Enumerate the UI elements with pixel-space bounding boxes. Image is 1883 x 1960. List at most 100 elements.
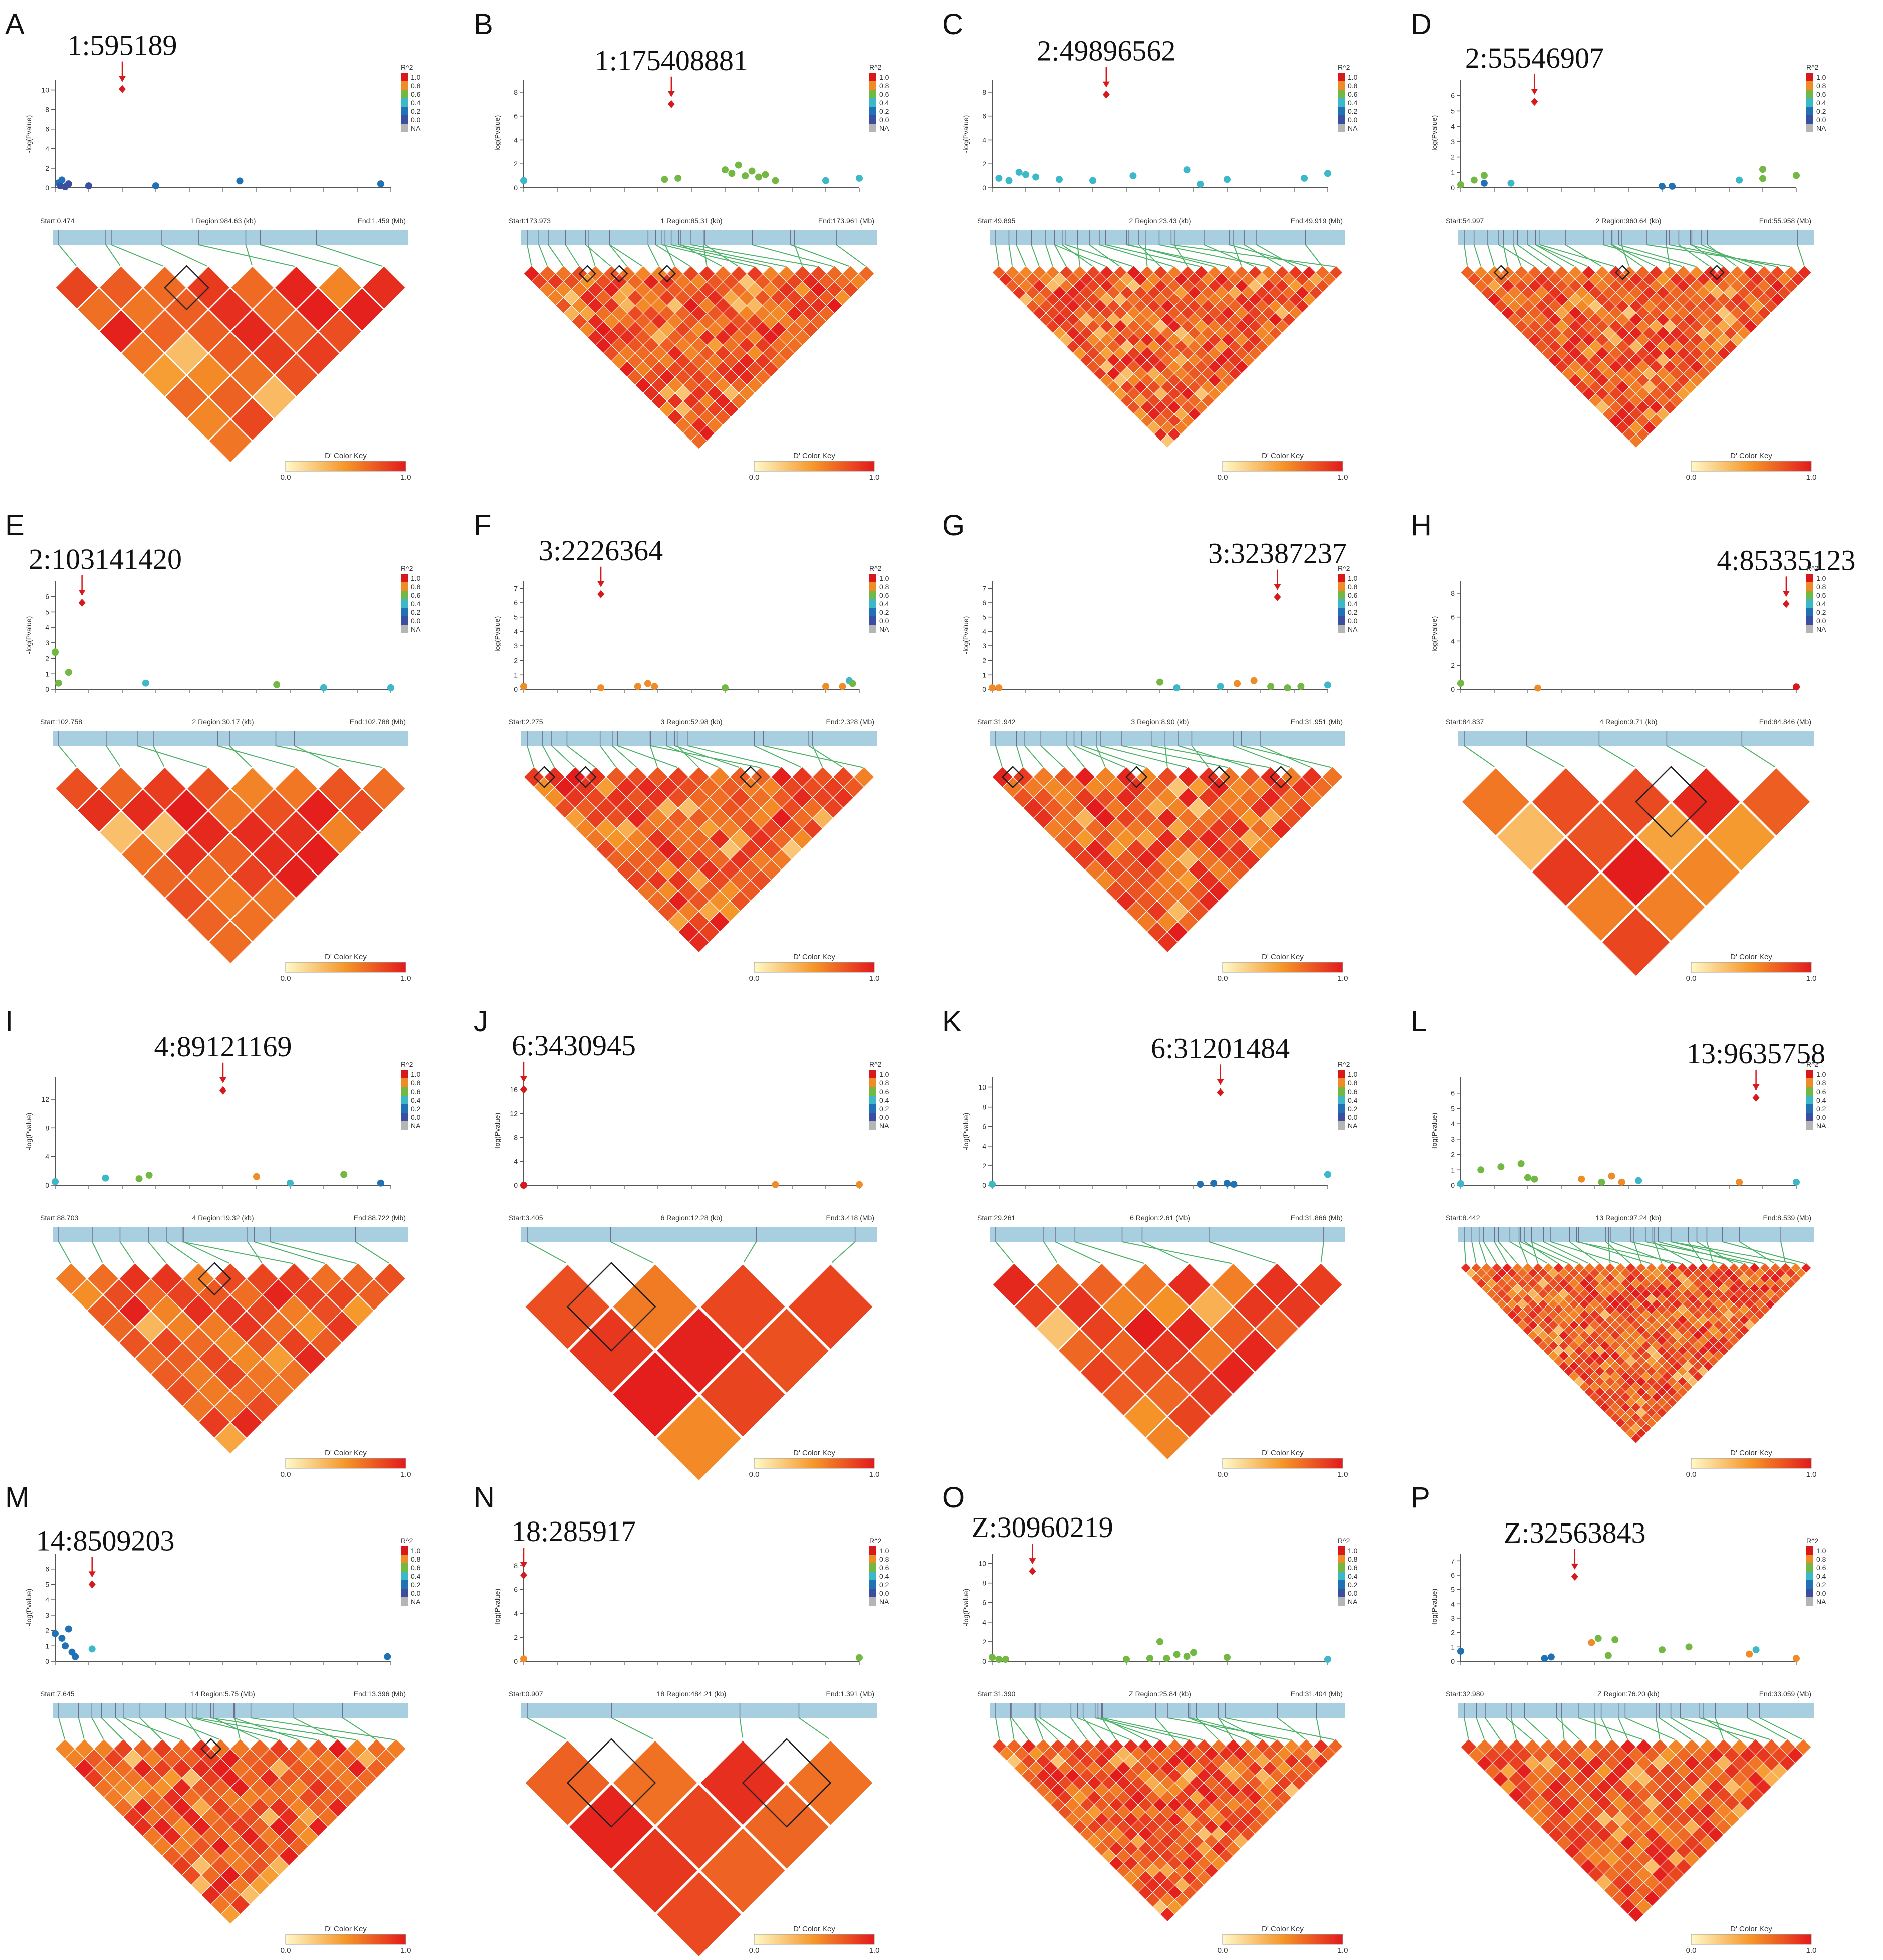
y-tick-label: 4 — [982, 1142, 986, 1150]
snp-connector — [1539, 244, 1616, 267]
snp-connector — [1680, 1717, 1756, 1740]
y-tick-label: 1 — [514, 671, 518, 679]
data-point — [762, 171, 769, 178]
legend-swatch — [869, 1563, 876, 1572]
panel-label: C — [942, 8, 963, 41]
snp-connector — [836, 244, 867, 267]
data-point — [1457, 1647, 1464, 1655]
legend-swatch — [1338, 616, 1345, 625]
y-tick-label: 16 — [510, 1085, 518, 1094]
lead-snp-label: 2:55546907 — [1465, 42, 1604, 74]
legend-label: 1.0 — [879, 1070, 889, 1078]
data-point — [72, 1653, 79, 1660]
lead-snp-arrowhead — [1752, 1084, 1760, 1091]
legend-swatch — [1338, 1563, 1345, 1572]
snp-connector — [1121, 745, 1230, 768]
region-size: 4 Region:19.32 (kb) — [192, 1214, 254, 1222]
snp-connector — [1561, 1717, 1565, 1740]
snp-connector — [676, 745, 699, 768]
snp-connector — [794, 244, 803, 267]
snp-connector — [1630, 1241, 1724, 1264]
colorkey-title: D' Color Key — [1730, 1925, 1772, 1933]
colorkey-max: 1.0 — [401, 974, 411, 983]
lead-snp-label: 6:3430945 — [512, 1029, 636, 1062]
snp-connector — [763, 745, 864, 768]
snp-connector — [1070, 1717, 1088, 1740]
snp-connector — [161, 244, 209, 267]
region-end: End:31.951 (Mb) — [1291, 718, 1343, 726]
y-tick-label: 0 — [982, 184, 986, 192]
legend-label: 0.2 — [1348, 1581, 1358, 1589]
colorkey-title: D' Color Key — [325, 1925, 367, 1933]
snp-connector — [1101, 1717, 1117, 1740]
y-tick-label: 2 — [45, 655, 49, 663]
y-tick-label: 0 — [514, 1181, 518, 1189]
legend-title: R^2 — [869, 63, 882, 71]
legend-label: 0.6 — [411, 1564, 421, 1572]
lead-snp-marker — [219, 1086, 226, 1095]
snp-connector — [1656, 1717, 1661, 1740]
snp-connector — [1016, 244, 1027, 267]
snp-connector — [666, 745, 720, 768]
snp-connector — [276, 745, 384, 768]
legend-swatch — [869, 73, 876, 81]
snp-connector — [1055, 1241, 1102, 1264]
data-point — [1146, 1655, 1153, 1662]
legend-swatch — [401, 625, 408, 633]
lead-snp-arrowhead — [88, 1571, 96, 1578]
legend-swatch — [1338, 1572, 1345, 1580]
colorkey-max: 1.0 — [869, 1946, 880, 1955]
legend-label: 0.4 — [1348, 1572, 1358, 1580]
legend-label: NA — [1348, 124, 1358, 132]
snp-connector — [611, 1717, 655, 1740]
legend-label: 0.0 — [1348, 1113, 1358, 1121]
colorkey-max: 1.0 — [869, 974, 880, 983]
legend-swatch — [1806, 625, 1813, 633]
snp-connector — [1011, 1717, 1029, 1740]
lead-snp-marker — [1102, 90, 1110, 99]
region-size: 6 Region:2.61 (Mb) — [1130, 1214, 1190, 1222]
region-end: End:31.866 (Mb) — [1291, 1214, 1343, 1222]
panel-label: H — [1410, 509, 1432, 542]
snp-connector — [1233, 745, 1292, 768]
y-tick-label: 10 — [978, 1083, 986, 1092]
snp-connector — [1144, 244, 1148, 267]
panel-h: H02468-log(Pvalue)4:85335123R^21.00.80.6… — [1410, 509, 1855, 983]
lead-snp-label: 3:2226364 — [539, 534, 663, 567]
snp-connector — [1126, 244, 1229, 267]
legend-label: 0.4 — [411, 600, 421, 608]
snp-connector — [1498, 244, 1535, 267]
lead-snp-arrowhead — [1102, 81, 1110, 88]
ld-block-outline — [1125, 766, 1148, 788]
colorkey-min: 0.0 — [1218, 974, 1228, 983]
data-point — [722, 166, 729, 174]
legend-title: R^2 — [1338, 63, 1350, 71]
colorkey-max: 1.0 — [401, 473, 411, 482]
snp-connector — [1043, 1241, 1059, 1264]
legend-swatch — [401, 124, 408, 132]
y-tick-label: 1 — [45, 670, 49, 678]
y-tick-label: 6 — [45, 125, 49, 133]
y-tick-label: 6 — [1451, 1571, 1455, 1579]
data-point — [1618, 1178, 1625, 1186]
snp-connector — [1218, 1717, 1263, 1740]
colorkey-bar — [285, 461, 406, 472]
legend-swatch — [869, 1572, 876, 1580]
y-tick-label: 0 — [982, 1181, 986, 1189]
data-point — [1793, 1655, 1800, 1662]
legend-swatch — [869, 1597, 876, 1606]
legend-label: 0.8 — [1348, 82, 1358, 90]
chromosome-bar — [521, 1227, 877, 1242]
colorkey-bar — [285, 962, 406, 973]
colorkey-bar — [1222, 1934, 1343, 1945]
y-tick-label: 6 — [1451, 92, 1455, 100]
legend-label: 0.0 — [1816, 116, 1826, 124]
data-point — [384, 1653, 391, 1660]
legend-label: 0.2 — [1816, 1105, 1826, 1113]
snp-connector — [1040, 745, 1065, 768]
y-tick-label: 8 — [514, 88, 518, 96]
y-tick-label: 2 — [514, 657, 518, 665]
snp-connector — [664, 244, 676, 267]
legend-label: 1.0 — [411, 1547, 421, 1555]
